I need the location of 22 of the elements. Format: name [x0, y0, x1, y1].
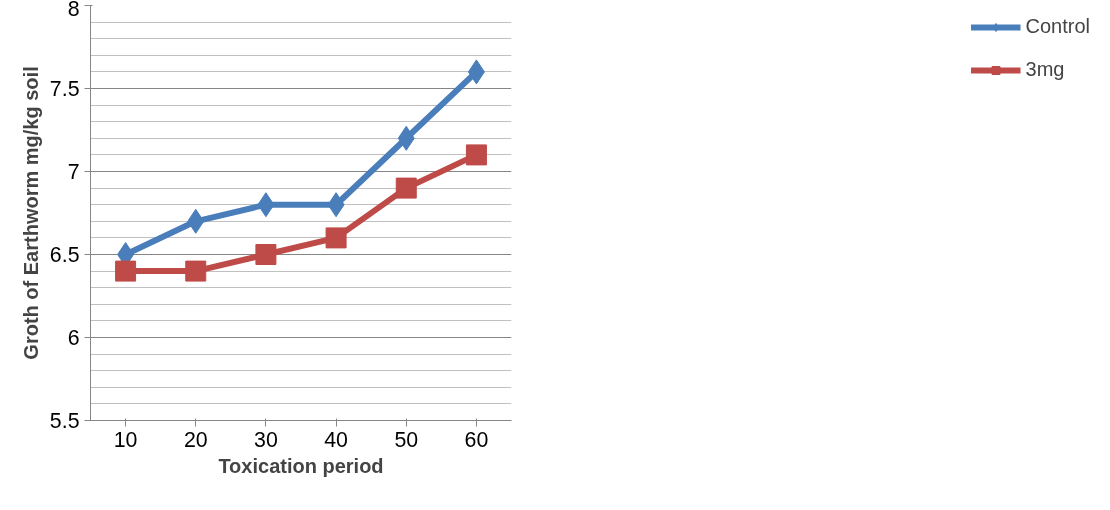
point: [115, 260, 137, 282]
point: [465, 144, 487, 166]
point: [325, 227, 347, 249]
x-tick-label: 20: [183, 427, 208, 452]
point: [185, 260, 207, 282]
point: [255, 244, 277, 265]
y-tick-label: 6: [67, 326, 80, 350]
y-axis-title: Groth of Earthworm mg/kg soil: [19, 66, 42, 360]
point: [395, 177, 417, 199]
x-axis-title: Toxication period: [218, 454, 384, 477]
legend-label: Control: [1025, 15, 1090, 38]
x-tick-label: 60: [464, 427, 489, 452]
y-tick-label: 7.5: [49, 77, 80, 101]
x-tick-label: 10: [113, 427, 138, 452]
x-tick-label: 40: [324, 427, 349, 452]
y-tick-label: 7: [67, 160, 80, 184]
x-tick-label: 50: [394, 427, 419, 452]
x-tick-label: 30: [254, 427, 278, 452]
legend-label: 3mg: [1025, 58, 1065, 81]
y-tick-label: 5.5: [49, 409, 80, 433]
y-tick-label: 6.5: [49, 243, 80, 267]
y-tick-label: 8: [67, 0, 80, 21]
